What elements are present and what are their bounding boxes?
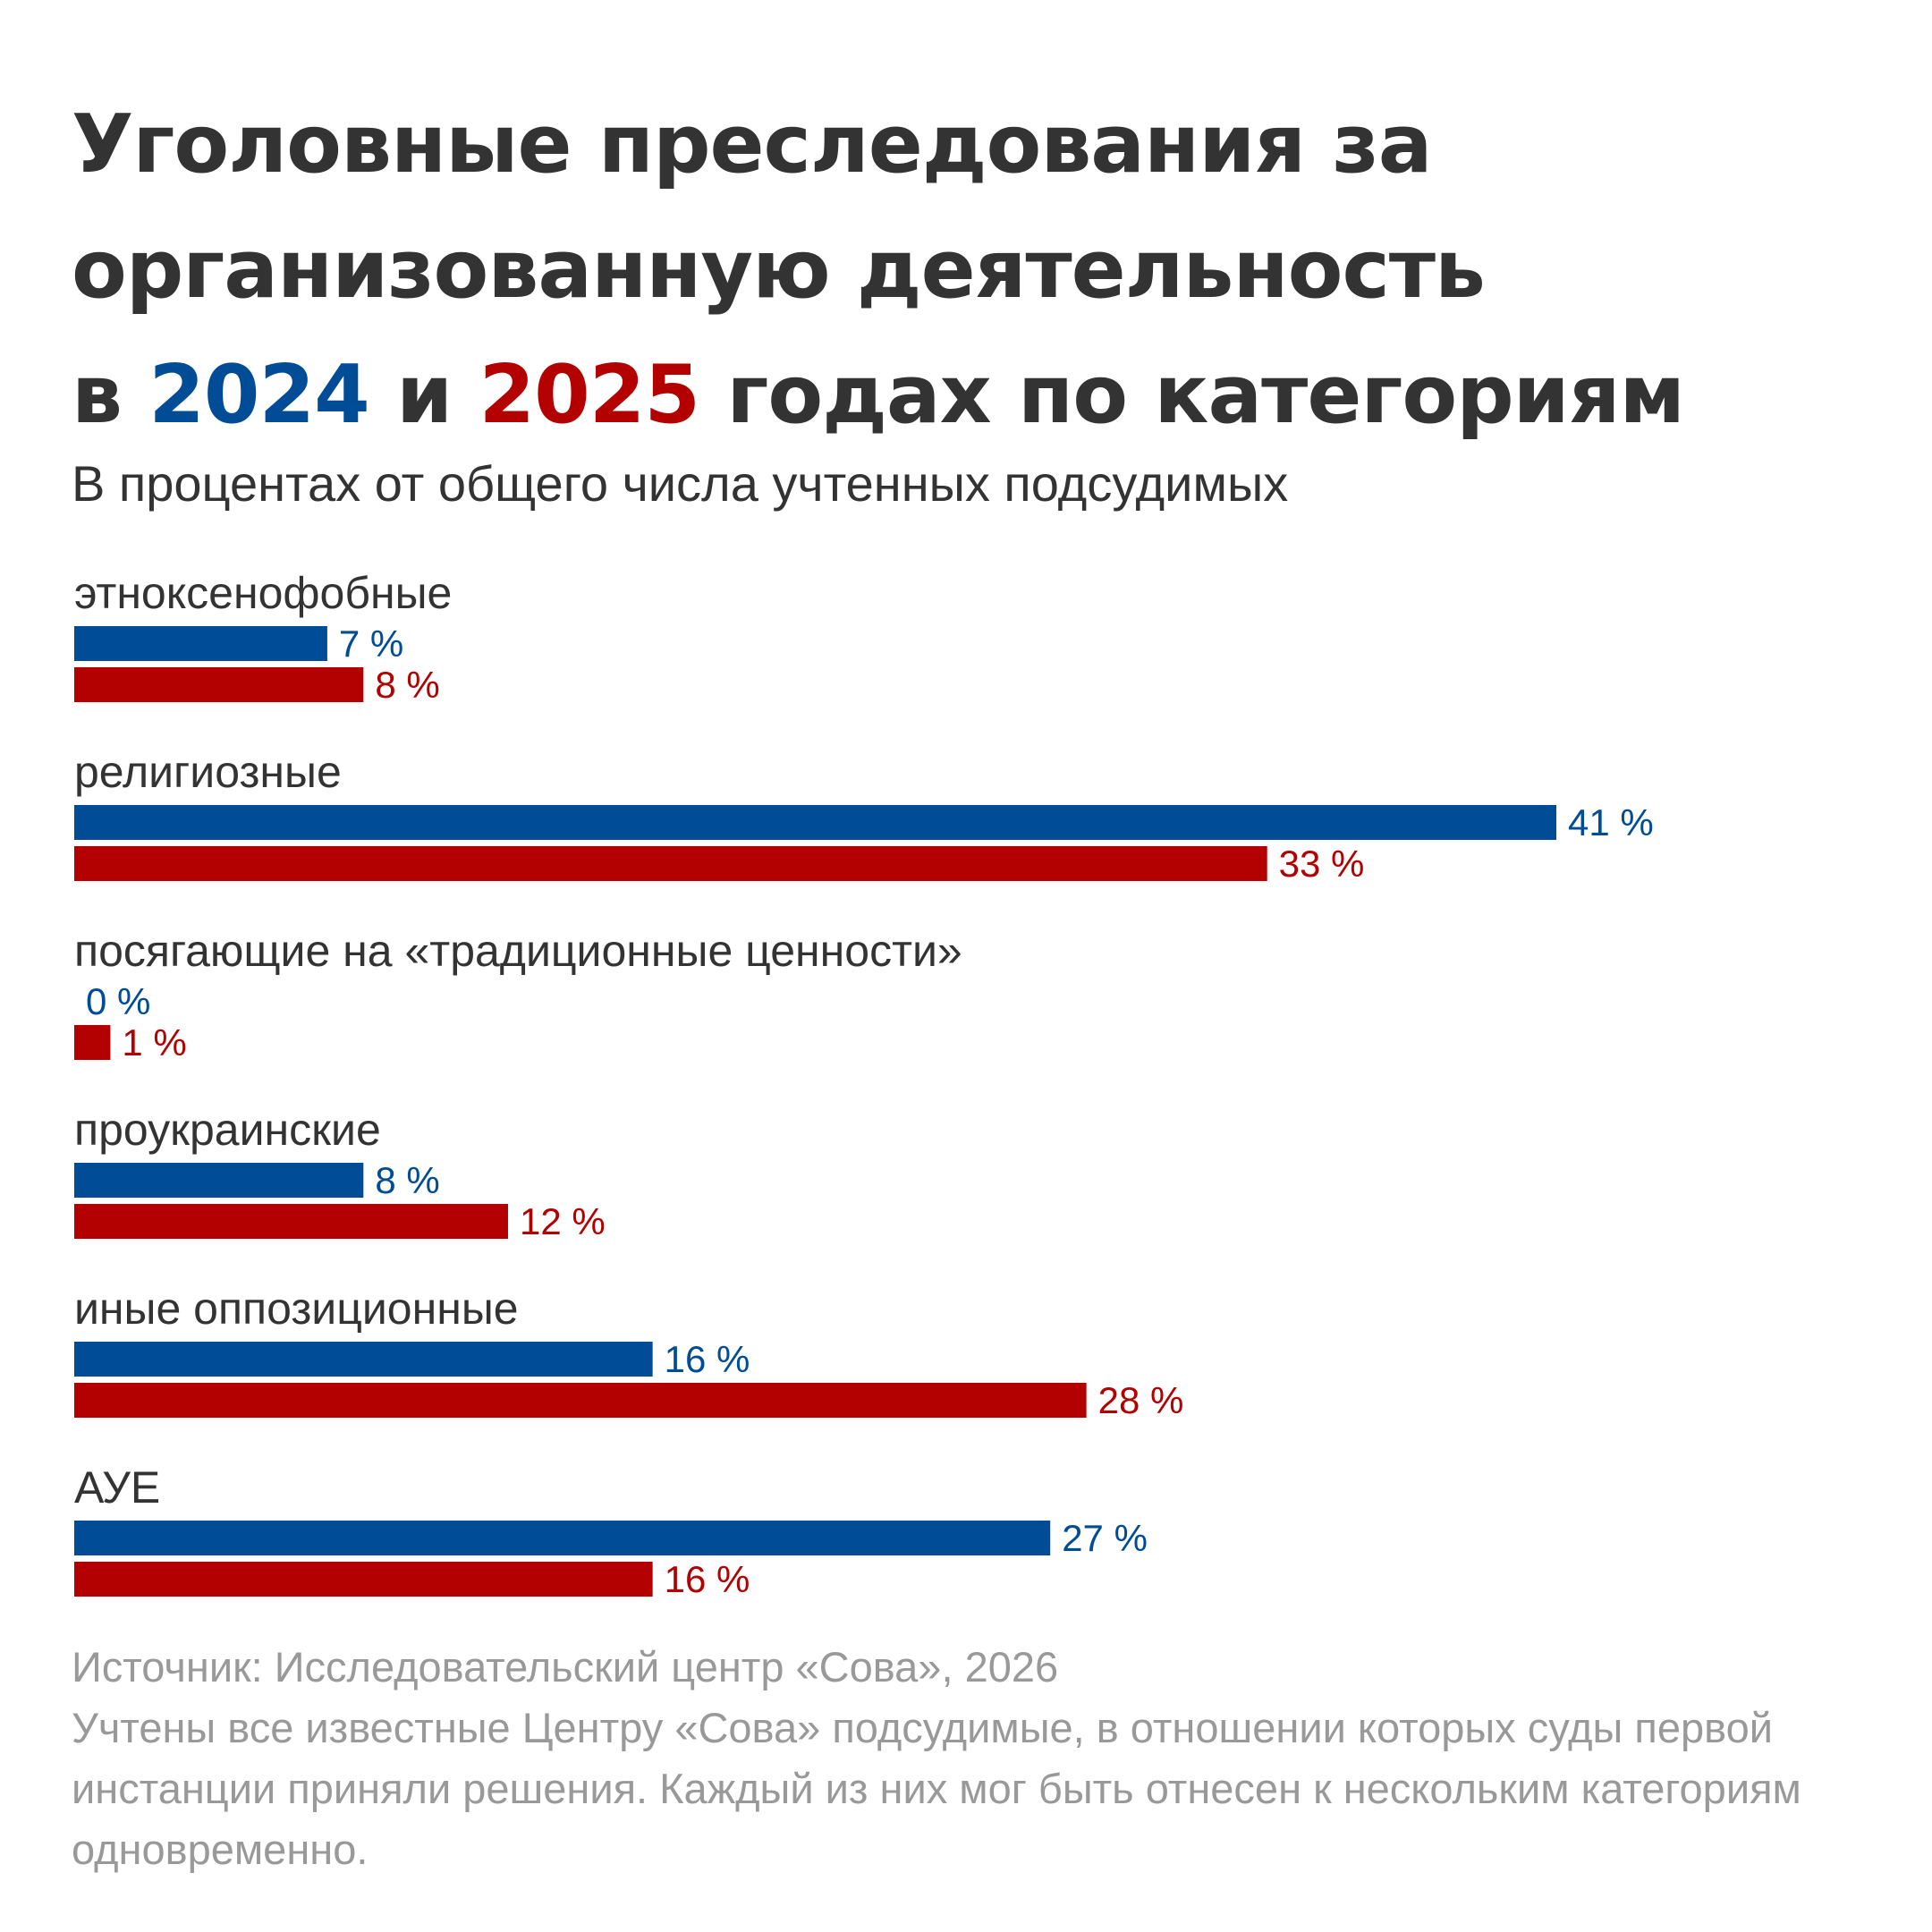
chart-title: Уголовные преследования за организованну…: [72, 82, 1685, 458]
value-label-2024: 27 %: [1062, 1517, 1148, 1559]
title-line-3-mid: и: [369, 348, 479, 442]
value-label-2024: 7 %: [339, 623, 403, 665]
value-label-2024: 0 %: [86, 980, 150, 1022]
value-label-2024: 16 %: [665, 1338, 750, 1380]
title-line-1: Уголовные преследования за: [72, 97, 1432, 191]
value-label-2024: 8 %: [375, 1159, 439, 1201]
title-year-2024: 2024: [148, 348, 369, 442]
bar-2024: [74, 626, 327, 661]
bar-2024: [74, 1163, 364, 1198]
value-label-2025: 28 %: [1098, 1379, 1184, 1421]
methodology-note: Учтены все известные Центру «Сова» подсу…: [72, 1704, 1801, 1873]
category-label: иные оппозиционные: [74, 1284, 519, 1334]
category-label: посягающие на «традиционные ценности»: [74, 926, 962, 976]
bar-2025: [74, 1204, 508, 1239]
source-note: Источник: Исследовательский центр «Сова»…: [72, 1643, 1059, 1690]
category-label: этноксенофобные: [74, 568, 452, 618]
bar-2025: [74, 667, 364, 702]
chart-footer: Источник: Исследовательский центр «Сова»…: [72, 1637, 1878, 1880]
value-label-2025: 16 %: [665, 1558, 750, 1600]
title-line-2: организованную деятельность: [72, 223, 1486, 317]
category-label: проукраинские: [74, 1105, 381, 1155]
value-label-2024: 41 %: [1568, 801, 1654, 843]
title-line-3-pre: в: [72, 348, 149, 442]
bar-2024: [74, 1521, 1051, 1555]
chart-subtitle: В процентах от общего числа учтенных под…: [72, 455, 1289, 512]
bar-2024: [74, 805, 1556, 840]
value-label-2025: 8 %: [375, 664, 439, 706]
value-label-2025: 12 %: [520, 1200, 606, 1242]
bar-2025: [74, 1383, 1087, 1418]
value-label-2025: 33 %: [1279, 843, 1365, 885]
bar-2024: [74, 1342, 653, 1377]
bar-2025: [74, 1562, 653, 1597]
value-label-2025: 1 %: [122, 1021, 186, 1063]
category-label: АУЕ: [74, 1462, 160, 1513]
category-label: религиозные: [74, 747, 342, 797]
title-line-3-post: годах по категориям: [699, 348, 1685, 442]
bar-2025: [74, 1025, 111, 1060]
bar-2025: [74, 846, 1267, 881]
title-year-2025: 2025: [479, 348, 700, 442]
